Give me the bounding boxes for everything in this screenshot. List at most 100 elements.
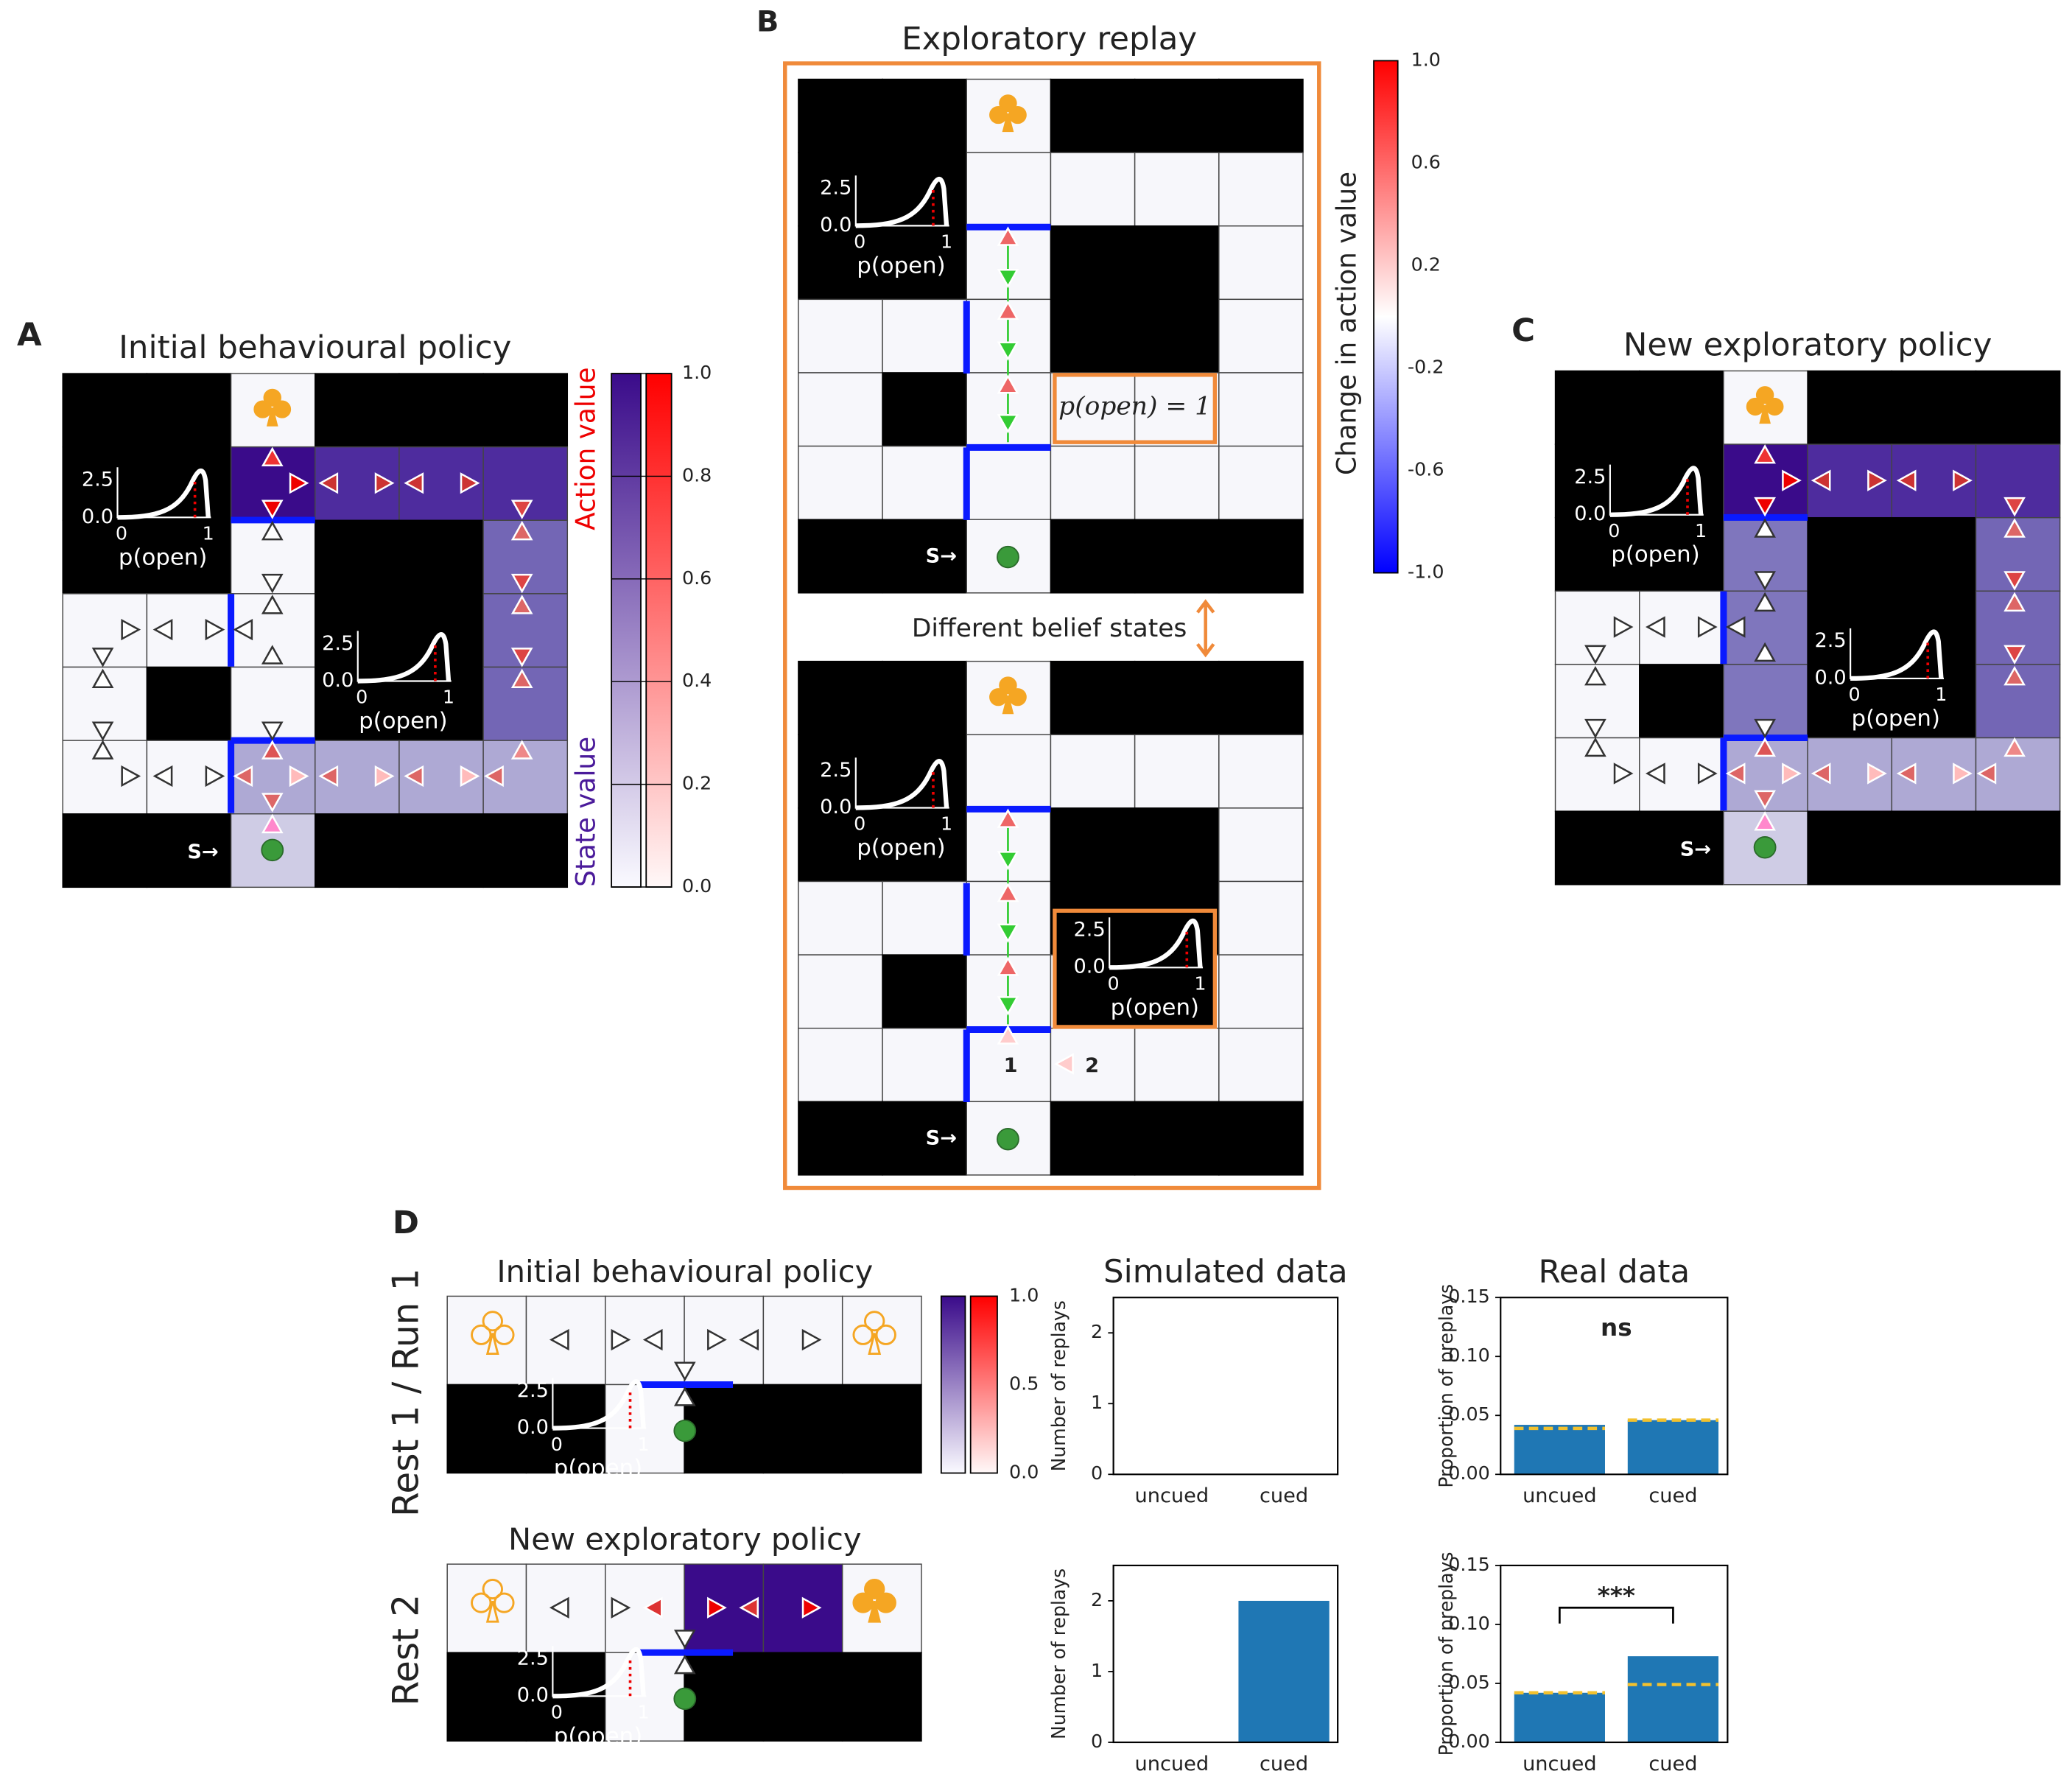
policy-arrow (233, 618, 253, 641)
grid-cell (1134, 807, 1220, 883)
policy-arrow (801, 1328, 822, 1351)
club-icon (494, 1592, 515, 1613)
grid-cell (841, 1384, 922, 1474)
grid-cell (1134, 1027, 1220, 1103)
grid-cell (882, 880, 967, 956)
policy-arrow (997, 414, 1019, 434)
grid-cell (882, 734, 967, 809)
inset-xlabel: p(open) (857, 835, 945, 861)
policy-arrow (1754, 444, 1776, 464)
inset-tick: 0.0 (322, 669, 354, 692)
policy-arrow (1584, 737, 1606, 757)
double-arrow (1196, 599, 1215, 658)
belief-curve (1109, 919, 1203, 970)
axis-label: State value (571, 737, 601, 887)
grid-cell (841, 1652, 922, 1742)
inset-tick: 1 (443, 687, 454, 708)
bar (1238, 1600, 1330, 1742)
club-icon (494, 1324, 515, 1345)
y-tick-label: 0.15 (1448, 1554, 1489, 1575)
inset-tick: 0 (551, 1702, 563, 1723)
grid-cell (315, 373, 400, 448)
grid-cell (1050, 734, 1136, 809)
grid-cell (798, 660, 883, 735)
grid-cell (482, 813, 569, 888)
policy-arrow (121, 618, 141, 641)
grid-cell (1639, 810, 1724, 886)
policy-arrow (121, 765, 141, 788)
grid-cell (1554, 370, 1640, 445)
grid-cell (762, 1384, 843, 1474)
grid-cell (1218, 1101, 1304, 1176)
club-icon (875, 1324, 896, 1345)
inset-tick: 0 (116, 523, 127, 544)
panel-letter: D (393, 1205, 419, 1241)
grid-cell (62, 519, 148, 595)
axes-frame (1500, 1297, 1729, 1476)
grid-cell (882, 152, 967, 227)
colorbar-tick-label: 1.0 (1411, 49, 1441, 71)
axes-frame (1500, 1564, 1729, 1744)
club-icon (273, 400, 292, 418)
grid-cell (1050, 660, 1136, 735)
y-tick-label: 0.00 (1448, 1462, 1489, 1484)
grid-cell (1050, 298, 1136, 374)
colorbar (1373, 60, 1399, 574)
y-tick-label: 0.10 (1448, 1344, 1489, 1366)
bar (1514, 1425, 1605, 1475)
grid-cell (1554, 444, 1640, 519)
grid-cell (882, 298, 967, 374)
inset-tick: 1 (203, 523, 214, 544)
inset-tick: 0 (356, 687, 368, 708)
grid-cell (1134, 660, 1220, 735)
policy-arrow (1754, 518, 1776, 538)
club-icon (852, 1324, 874, 1345)
axes-frame (1112, 1297, 1339, 1476)
inset-tick: 0.0 (517, 1684, 549, 1707)
grid-cell (882, 807, 967, 883)
club-icon (999, 94, 1017, 113)
y-tick-label: 0.05 (1448, 1672, 1489, 1693)
panel-letter: C (1511, 312, 1535, 349)
policy-arrow (1725, 762, 1746, 785)
start-dot (673, 1419, 697, 1442)
y-tick-label: 0.05 (1448, 1403, 1489, 1425)
grid-cell (798, 78, 883, 153)
start-label: S→ (1680, 838, 1711, 860)
grid-cell (1050, 445, 1136, 520)
start-dot (673, 1687, 697, 1711)
grid-cell (798, 445, 883, 520)
grid-cell (762, 1652, 843, 1742)
grid-cell (146, 373, 232, 448)
policy-arrow (1811, 469, 1831, 491)
y-tick-label: 0.10 (1448, 1613, 1489, 1634)
grid-cell (1134, 225, 1220, 301)
policy-arrow (152, 765, 173, 788)
grid-cell (1554, 810, 1640, 886)
policy-arrow (510, 520, 533, 541)
x-tick-label: cued (1260, 1484, 1308, 1507)
row-label: Rest 2 (385, 1594, 426, 1705)
policy-arrow (2003, 571, 2026, 591)
inset-xlabel: p(open) (359, 709, 447, 735)
grid-cell (1975, 370, 2061, 445)
policy-arrow (1697, 762, 1718, 785)
grid-cell (882, 225, 967, 301)
belief-curve (855, 177, 949, 228)
policy-arrow (997, 851, 1019, 871)
policy-arrow (2003, 518, 2026, 538)
start-dot (1753, 836, 1777, 859)
policy-arrow (707, 1596, 727, 1619)
grid-cell (446, 1295, 527, 1386)
club-icon (868, 1333, 882, 1355)
policy-arrow (1584, 666, 1606, 686)
policy-arrow (1754, 737, 1776, 757)
grid-cell (1807, 370, 1893, 445)
inset-tick: 2.5 (820, 759, 851, 782)
inset-tick: 0 (1848, 684, 1860, 705)
policy-arrow (611, 1596, 631, 1619)
policy-arrow (1896, 762, 1917, 785)
inset-box (1053, 908, 1218, 1029)
policy-arrow (642, 1328, 663, 1351)
policy-arrow (997, 808, 1019, 828)
